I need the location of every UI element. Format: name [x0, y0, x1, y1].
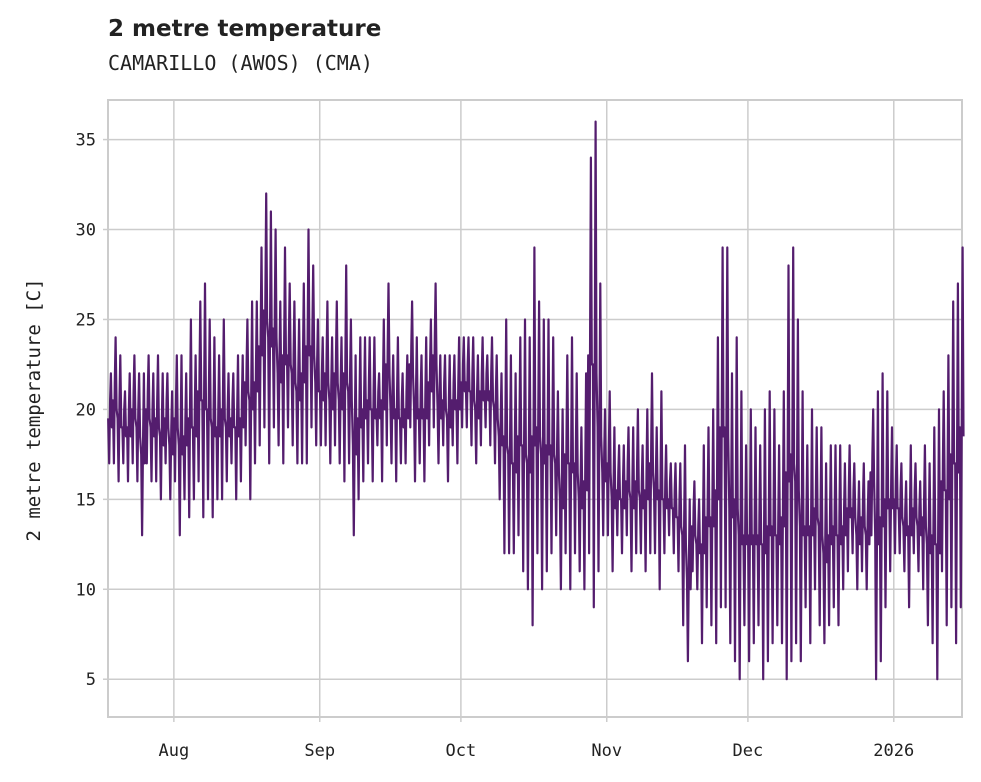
y-tick-label: 25: [76, 310, 96, 330]
y-tick-label: 10: [76, 580, 96, 600]
x-tick-label: Sep: [304, 741, 335, 761]
x-tick-label: Oct: [446, 741, 477, 761]
y-tick-label: 30: [76, 221, 96, 241]
chart-subtitle: CAMARILLO (AWOS) (CMA): [108, 51, 373, 75]
y-tick-label: 20: [76, 400, 96, 420]
y-axis-label: 2 metre temperature [C]: [23, 278, 45, 541]
x-tick-label: Aug: [159, 741, 190, 761]
y-tick-label: 5: [86, 670, 96, 690]
x-tick-label: Nov: [591, 741, 622, 761]
y-tick-label: 15: [76, 490, 96, 510]
x-tick-label: Dec: [733, 741, 764, 761]
temperature-line: [107, 120, 965, 681]
x-tick-label: 2026: [873, 741, 914, 761]
y-tick-label: 35: [76, 131, 96, 151]
chart-title: 2 metre temperature: [108, 16, 382, 42]
